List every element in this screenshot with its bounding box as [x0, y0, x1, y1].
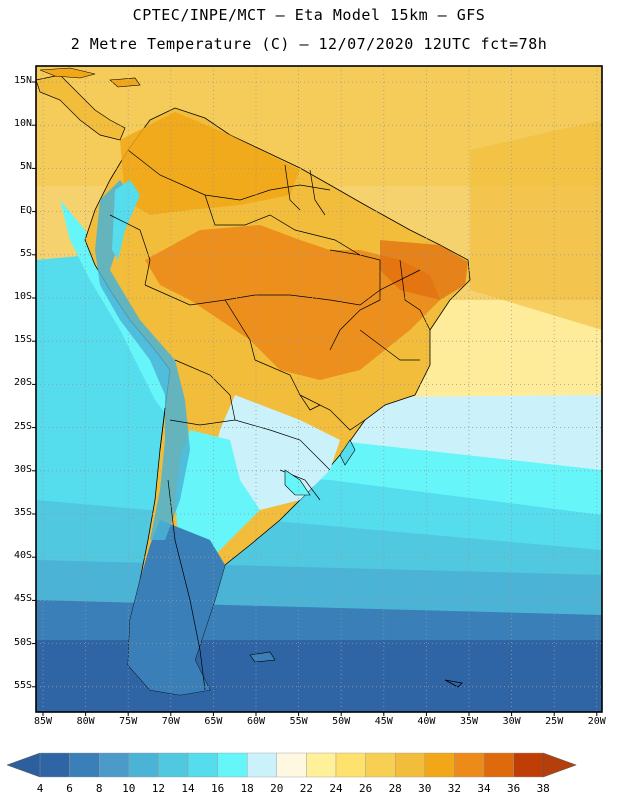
lat-label: 40S [13, 550, 32, 562]
lon-label: 25W [545, 716, 564, 727]
colorbar-segment [69, 752, 100, 778]
colorbar-label: 8 [95, 782, 103, 795]
island-cuba [39, 67, 96, 79]
colorbar-label: 20 [270, 782, 284, 795]
colorbar-segment [158, 752, 189, 778]
colorbar-segment [98, 752, 129, 778]
colorbar-label: 32 [447, 782, 462, 795]
colorbar-label: 12 [151, 782, 166, 795]
lat-label: 35S [13, 507, 32, 518]
colorbar [6, 752, 577, 778]
colorbar-label: 14 [181, 782, 195, 795]
andes-peaks [112, 180, 140, 260]
lat-label: 15N [13, 75, 32, 86]
colorbar-segment [128, 752, 159, 778]
colorbar-segment [365, 752, 396, 778]
land-amazon-hot [145, 225, 440, 380]
colorbar-label: 34 [477, 782, 491, 795]
map-subtitle: 2 Metre Temperature (C) – 12/07/2020 12U… [70, 35, 548, 53]
lon-label: 60W [246, 716, 266, 727]
lon-label: 40W [417, 716, 436, 727]
lat-label: 5S [19, 247, 32, 259]
country-borders [109, 149, 431, 691]
colorbar-segment [513, 752, 544, 778]
atlantic-warm-patch [470, 120, 602, 330]
island-south-georgia [444, 679, 463, 688]
colorbar-label: 24 [329, 782, 343, 795]
colorbar-segment [454, 752, 485, 778]
colorbar-segment [246, 752, 277, 778]
land-central-america [36, 74, 126, 141]
lat-label: 45S [13, 593, 32, 605]
lon-label: 50W [332, 716, 351, 727]
lon-label: 85W [33, 716, 53, 727]
land-patagonia [128, 520, 225, 695]
lat-label: 10S [13, 291, 32, 302]
lon-label: 70W [161, 716, 180, 727]
ocean-deepest-band [36, 640, 602, 712]
colorbar-segment [306, 752, 337, 778]
colorbar-segment [39, 752, 70, 778]
island-hispaniola [109, 77, 141, 88]
lat-label: 15S [13, 334, 32, 346]
colorbar-label: 6 [66, 782, 73, 795]
colorbar-label: 26 [358, 782, 373, 795]
land-south-cyan [175, 430, 260, 560]
lon-label: 35W [459, 716, 479, 727]
colorbar-label: 4 [36, 782, 44, 795]
colorbar-segment [217, 752, 248, 778]
map-title: CPTEC/INPE/MCT – Eta Model 15km – GFS [132, 6, 486, 24]
colorbar-label: 30 [418, 782, 432, 795]
lat-label: 50S [13, 636, 32, 648]
colorbar-low-arrow [6, 752, 41, 778]
lat-label: EQ [19, 204, 32, 216]
colorbar-segment [424, 752, 455, 778]
colorbar-label: 22 [299, 782, 314, 795]
lon-label: 65W [204, 716, 223, 727]
axis-ticks [32, 81, 598, 716]
lon-label: 55W [289, 716, 308, 727]
lon-label: 20W [587, 716, 606, 727]
colorbar-segment [483, 752, 514, 778]
colorbar-segment [395, 752, 426, 778]
lat-label: 25S [13, 420, 32, 432]
lat-label: 20S [13, 377, 32, 389]
lat-label: 10N [13, 118, 32, 130]
lon-label: 30W [502, 716, 521, 727]
lat-label: 30S [13, 463, 32, 475]
colorbar-label: 38 [536, 782, 550, 795]
andes-band [95, 180, 190, 540]
colorbar-high-arrow [542, 752, 577, 778]
colorbar-label: 18 [240, 782, 254, 795]
colorbar-segment [276, 752, 307, 778]
colorbar-segment [187, 752, 218, 778]
colorbar-label: 28 [388, 782, 402, 795]
colorbar-segment [335, 752, 366, 778]
pacific-cyan-tongue [36, 255, 170, 480]
colorbar-label: 36 [506, 782, 521, 795]
lon-label: 45W [374, 716, 393, 727]
lon-label: 75W [119, 716, 138, 727]
lagoa-dos-patos [339, 439, 356, 466]
lon-label: 80W [76, 716, 95, 727]
lat-label: 55S [13, 679, 32, 691]
map-frame [35, 65, 603, 713]
rio-de-la-plata [284, 469, 311, 496]
land-nordeste [380, 240, 468, 300]
lat-label: 5N [19, 161, 32, 173]
land-mild-north [120, 112, 300, 215]
colorbar-label: 16 [210, 782, 225, 795]
colorbar-label: 10 [122, 782, 136, 795]
